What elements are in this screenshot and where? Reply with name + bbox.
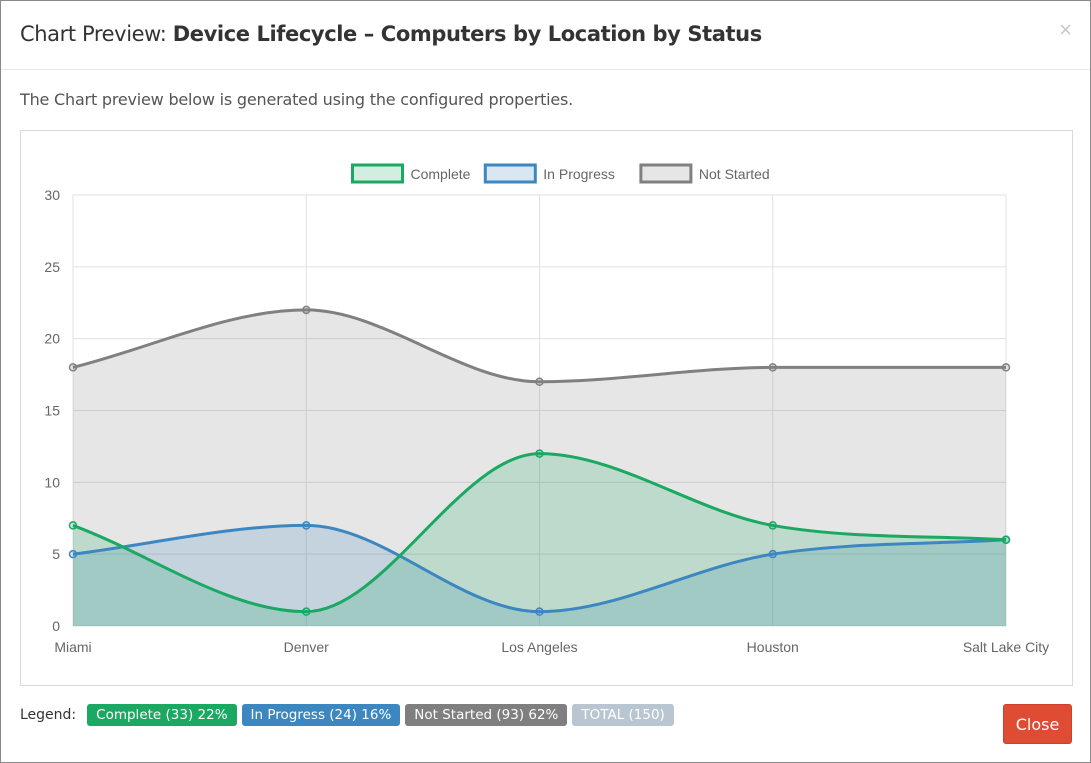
data-point[interactable] (302, 305, 311, 315)
series-line-complete (72, 452, 1007, 614)
data-point[interactable] (768, 363, 777, 372)
data-point[interactable] (302, 521, 311, 530)
legend-item-in-progress[interactable]: In Progress (543, 166, 615, 182)
y-tick-label: 15 (44, 403, 60, 419)
legend-swatch-complete[interactable] (351, 163, 404, 184)
legend-swatch-not-started[interactable] (639, 163, 693, 184)
data-point[interactable] (535, 377, 544, 387)
close-icon[interactable]: × (1059, 17, 1072, 42)
badge-complete: Complete (33) 22% (87, 704, 237, 726)
badge-in-progress: In Progress (24) 16% (241, 704, 401, 726)
y-tick-label: 20 (44, 331, 60, 347)
line-chart: 0 5 10 15 20 25 30 Miami Denver Los Angeles Housto… (44, 163, 1049, 655)
y-tick-label: 25 (44, 259, 60, 275)
data-point[interactable] (68, 549, 78, 559)
y-tick-label: 10 (44, 474, 60, 490)
series-line-not-started (72, 308, 1006, 384)
data-point[interactable] (768, 521, 777, 530)
badge-not-started: Not Started (93) 62% (405, 704, 568, 726)
data-point[interactable] (1001, 363, 1011, 372)
modal-title: Chart Preview: Device Lifecycle – Comput… (20, 22, 762, 46)
x-tick-label: Salt Lake City (963, 639, 1049, 655)
legend-swatch-in-progress[interactable] (483, 163, 537, 184)
x-tick-label: Miami (54, 639, 91, 655)
data-point[interactable] (1001, 535, 1011, 545)
x-tick-label: Los Angeles (501, 639, 577, 655)
data-point[interactable] (302, 607, 311, 616)
y-tick-label: 0 (52, 618, 60, 634)
chart-description: The Chart preview below is generated usi… (20, 90, 574, 109)
data-point[interactable] (768, 549, 777, 559)
series-line-in-progress (72, 523, 1007, 614)
data-point[interactable] (68, 521, 78, 530)
chart-container: 0 5 10 15 20 25 30 Miami Denver Los Angeles Housto… (20, 130, 1073, 686)
y-tick-label: 30 (44, 187, 60, 203)
modal-header: Chart Preview: Device Lifecycle – Comput… (1, 1, 1090, 70)
legend-label: Legend: (20, 707, 77, 723)
data-point[interactable] (68, 363, 78, 372)
y-tick-label: 5 (52, 546, 60, 562)
x-tick-label: Houston (747, 639, 799, 655)
series-area-complete (73, 453, 1006, 626)
data-point[interactable] (535, 449, 544, 458)
modal-title-prefix: Chart Preview: (20, 22, 173, 46)
badge-total: TOTAL (150) (572, 704, 674, 726)
summary-legend: Legend: Complete (33) 22% In Progress (2… (20, 704, 674, 726)
legend-item-not-started[interactable]: Not Started (699, 166, 770, 182)
data-point[interactable] (535, 607, 544, 616)
close-button[interactable]: Close (1003, 704, 1072, 744)
chart-name: Device Lifecycle – Computers by Location… (172, 22, 762, 46)
legend-item-complete[interactable]: Complete (411, 166, 471, 182)
series-area-in-progress (73, 525, 1006, 626)
series-area-not-started (73, 309, 1006, 626)
x-tick-label: Denver (284, 639, 329, 655)
